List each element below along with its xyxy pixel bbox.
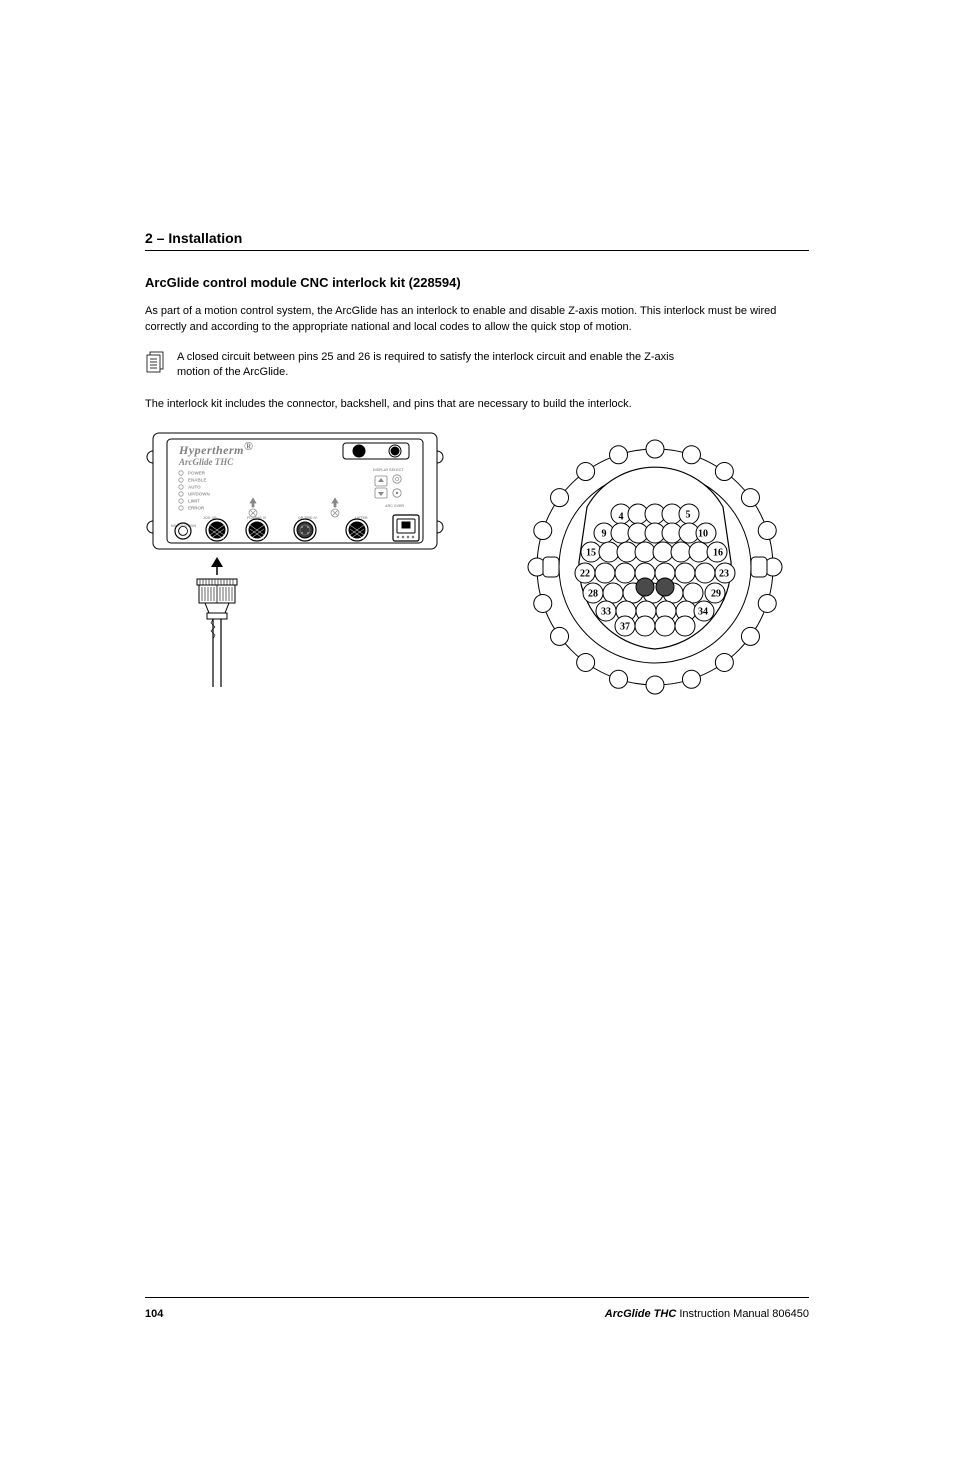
svg-text:29: 29 xyxy=(711,588,721,599)
note-text: A closed circuit between pins 25 and 26 … xyxy=(177,350,697,381)
panel-arrow-2 xyxy=(331,498,339,517)
svg-text:DISPLAY SELECT: DISPLAY SELECT xyxy=(373,468,404,472)
connector-pinout-figure: 4 5 9 10 15 16 22 23 28 29 33 34 37 xyxy=(505,427,805,707)
svg-text:ENABLE: ENABLE xyxy=(188,477,207,482)
svg-text:15: 15 xyxy=(586,547,596,558)
section-title: Installation xyxy=(168,230,242,246)
backshell-figure xyxy=(197,579,237,687)
svg-text:AUTO: AUTO xyxy=(188,484,201,489)
subsection-title: ArcGlide control module CNC interlock ki… xyxy=(145,275,809,290)
body-paragraph-2: The interlock kit includes the connector… xyxy=(145,397,809,413)
document-icon xyxy=(145,351,165,380)
note-row: A closed circuit between pins 25 and 26 … xyxy=(145,350,809,381)
section-sep: – xyxy=(153,230,169,246)
svg-text:28: 28 xyxy=(588,588,598,599)
svg-text:4: 4 xyxy=(619,511,624,522)
arc-over-label: ARC OVER xyxy=(385,504,404,508)
page-footer: 104 ArcGlide THC Instruction Manual 8064… xyxy=(145,1297,809,1320)
svg-text:33: 33 xyxy=(601,606,611,617)
display-select: DISPLAY SELECT xyxy=(373,468,404,498)
body-paragraph-1: As part of a motion control system, the … xyxy=(145,304,809,336)
footer-product: ArcGlide THC xyxy=(605,1308,677,1320)
panel-label-nofunc: NO FUNCTION xyxy=(171,524,196,528)
footer-manual: Instruction Manual 806450 xyxy=(676,1308,809,1320)
arrow-up-icon xyxy=(211,557,223,567)
svg-text:22: 22 xyxy=(580,568,590,579)
svg-text:9: 9 xyxy=(602,528,607,539)
svg-text:UP/DOWN: UP/DOWN xyxy=(188,491,210,496)
footer-right: ArcGlide THC Instruction Manual 806450 xyxy=(605,1308,809,1320)
svg-text:37: 37 xyxy=(620,621,630,632)
svg-text:23: 23 xyxy=(719,568,729,579)
control-module-figure: Hypertherm® ArcGlide THC POWER ENABLE xyxy=(145,427,445,737)
svg-text:LIMIT: LIMIT xyxy=(188,498,200,503)
figures-row: Hypertherm® ArcGlide THC POWER ENABLE xyxy=(145,427,809,737)
svg-text:16: 16 xyxy=(713,547,723,558)
svg-text:POWER: POWER xyxy=(188,470,206,475)
panel-brand: Hypertherm® xyxy=(178,439,253,457)
section-header: 2 – Installation xyxy=(145,230,809,251)
svg-text:34: 34 xyxy=(698,606,708,617)
led-column: POWER ENABLE AUTO UP/DOWN LIMIT xyxy=(179,470,210,510)
svg-text:ERROR: ERROR xyxy=(188,505,205,510)
panel-subtitle: ArcGlide THC xyxy=(178,457,234,467)
svg-text:5: 5 xyxy=(686,509,691,520)
panel-arrow-1 xyxy=(249,498,257,517)
section-number: 2 xyxy=(145,230,153,246)
svg-text:10: 10 xyxy=(698,528,708,539)
page-number: 104 xyxy=(145,1308,163,1320)
